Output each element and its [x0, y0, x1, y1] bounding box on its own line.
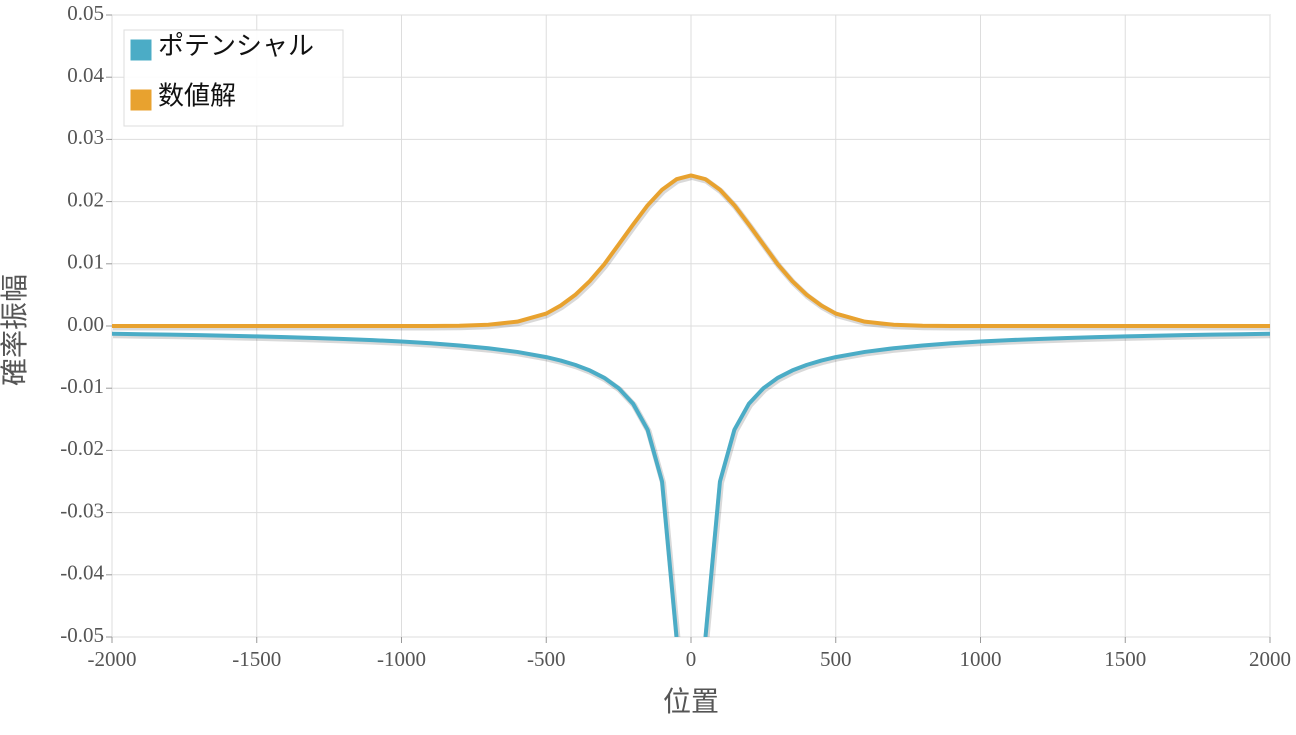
legend-swatch: [129, 38, 153, 62]
x-tick-label: -500: [527, 647, 566, 671]
y-tick-label: 0.05: [67, 1, 104, 25]
legend-swatch: [129, 88, 153, 112]
x-tick-label: -2000: [88, 647, 137, 671]
x-tick-label: 500: [820, 647, 852, 671]
x-tick-label: -1000: [377, 647, 426, 671]
y-tick-label: -0.05: [60, 623, 104, 647]
legend-label: ポテンシャル: [158, 32, 314, 62]
lines: [112, 173, 1270, 637]
y-tick-label: 0.00: [67, 312, 104, 336]
y-tick-label: -0.03: [60, 498, 104, 522]
y-axis-label: 確率振幅: [0, 274, 31, 386]
y-tick-label: -0.01: [60, 374, 104, 398]
legend-label: 数値解: [158, 82, 236, 112]
x-tick-label: 1000: [960, 647, 1002, 671]
y-tick-label: 0.02: [67, 187, 104, 211]
ticks: -0.05 -0.04 -0.03 -0.02 -0.01 0.00 0.01 0.02 0.0…: [60, 1, 1291, 671]
y-tick-label: 0.01: [67, 250, 104, 274]
x-axis-label: 位置: [663, 685, 719, 718]
x-tick-label: -1500: [232, 647, 281, 671]
y-tick-label: -0.02: [60, 436, 104, 460]
y-tick-label: 0.04: [67, 63, 104, 87]
series-line: [112, 173, 1270, 328]
x-tick-label: 2000: [1249, 647, 1291, 671]
legend-box: [123, 29, 344, 127]
y-tick-label: 0.03: [67, 125, 104, 149]
x-tick-label: 0: [686, 647, 697, 671]
y-tick-label: -0.04: [60, 561, 104, 585]
series-line: [112, 331, 1270, 637]
x-tick-label: 1500: [1104, 647, 1146, 671]
